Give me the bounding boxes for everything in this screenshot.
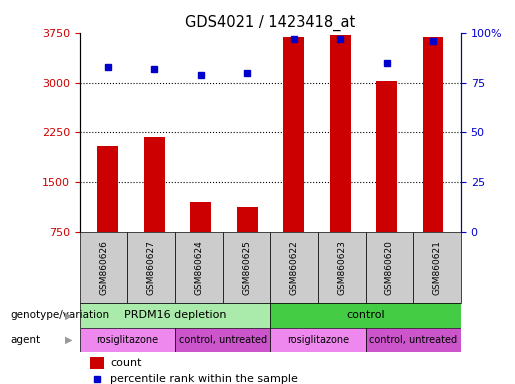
Text: control, untreated: control, untreated (179, 334, 267, 345)
Bar (318, 232, 366, 303)
Bar (270, 303, 461, 328)
Bar (175, 328, 270, 352)
Text: PRDM16 depletion: PRDM16 depletion (124, 310, 227, 321)
Bar (366, 232, 413, 303)
Text: GSM860623: GSM860623 (337, 240, 346, 295)
Text: percentile rank within the sample: percentile rank within the sample (110, 374, 298, 384)
Bar (190, 202, 211, 232)
Text: genotype/variation: genotype/variation (10, 310, 109, 321)
Bar (90, 357, 104, 369)
Bar (128, 232, 175, 303)
Text: GSM860622: GSM860622 (290, 240, 299, 295)
Text: ▶: ▶ (65, 334, 72, 345)
Bar (270, 328, 366, 352)
Bar (222, 232, 270, 303)
Text: GSM860621: GSM860621 (433, 240, 441, 295)
Bar (330, 35, 351, 232)
Text: control: control (346, 310, 385, 321)
Bar (175, 232, 222, 303)
Text: GSM860625: GSM860625 (242, 240, 251, 295)
Bar (283, 37, 304, 232)
Title: GDS4021 / 1423418_at: GDS4021 / 1423418_at (185, 15, 355, 31)
Bar (413, 232, 461, 303)
Bar (270, 232, 318, 303)
Bar (423, 37, 443, 232)
Bar (97, 146, 118, 232)
Bar (366, 328, 461, 352)
Bar (376, 81, 397, 232)
Text: agent: agent (10, 334, 40, 345)
Text: GSM860620: GSM860620 (385, 240, 394, 295)
Text: rosiglitazone: rosiglitazone (287, 334, 349, 345)
Bar (144, 137, 165, 232)
Bar (80, 328, 175, 352)
Bar (80, 303, 270, 328)
Text: ▶: ▶ (65, 310, 72, 321)
Text: GSM860626: GSM860626 (99, 240, 108, 295)
Text: GSM860627: GSM860627 (147, 240, 156, 295)
Text: count: count (110, 358, 142, 368)
Text: control, untreated: control, untreated (369, 334, 457, 345)
Bar (237, 207, 258, 232)
Bar (80, 232, 128, 303)
Text: rosiglitazone: rosiglitazone (96, 334, 159, 345)
Text: GSM860624: GSM860624 (195, 240, 203, 295)
